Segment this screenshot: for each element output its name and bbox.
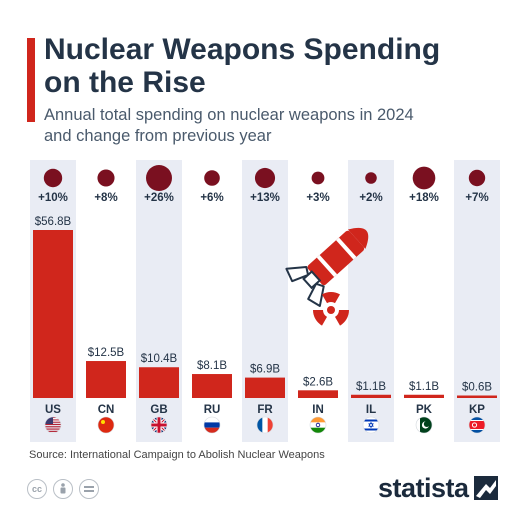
change-label-us: +10% [38, 192, 68, 204]
flag-gb-icon [150, 416, 168, 434]
bar-ru [192, 374, 232, 398]
bar-pk [404, 394, 444, 398]
category-label-kp: KP [469, 404, 485, 416]
title-line-2: on the Rise [44, 66, 206, 99]
change-bubble-gb [146, 165, 172, 191]
change-label-il: +2% [359, 192, 382, 204]
value-label-fr: $6.9B [250, 364, 280, 376]
change-bubble-pk [412, 166, 436, 190]
source-note: Source: International Campaign to Abolis… [29, 449, 325, 461]
change-label-fr: +13% [250, 192, 280, 204]
page-title: Nuclear Weapons Spending on the Rise [44, 33, 504, 99]
bar-gb [139, 367, 179, 398]
bar-in [298, 390, 338, 398]
missile-decoration [285, 227, 369, 326]
value-label-il: $1.1B [356, 381, 386, 393]
value-label-in: $2.6B [303, 376, 333, 388]
value-label-cn: $12.5B [88, 347, 125, 359]
change-bubble-il [365, 172, 377, 184]
value-label-gb: $10.4B [141, 353, 178, 365]
page-subtitle: Annual total spending on nuclear weapons… [44, 105, 504, 147]
category-label-us: US [45, 404, 61, 416]
bar-kp [457, 395, 497, 398]
change-bubble-in [311, 171, 325, 185]
bar-us [33, 230, 73, 398]
title-accent-bar [27, 38, 35, 122]
flag-in-icon [309, 416, 327, 434]
title-line-1: Nuclear Weapons Spending [44, 33, 441, 66]
license-icons: cc [27, 479, 99, 499]
category-label-il: IL [366, 404, 376, 416]
flag-il-icon [362, 416, 380, 434]
flag-kp-icon [468, 416, 486, 434]
change-label-cn: +8% [94, 192, 117, 204]
value-label-kp: $0.6B [462, 382, 492, 394]
change-bubble-us [43, 168, 63, 188]
change-bubble-cn [97, 169, 115, 187]
statista-logo[interactable]: statista [378, 473, 498, 503]
category-label-in: IN [312, 404, 324, 416]
value-label-ru: $8.1B [197, 360, 227, 372]
bar-cn [86, 361, 126, 398]
statista-mark-icon [473, 476, 498, 500]
by-icon[interactable] [53, 479, 73, 499]
change-bubble-kp [468, 169, 486, 187]
subtitle-line-1: Annual total spending on nuclear weapons… [44, 106, 414, 124]
cc-icon[interactable]: cc [27, 479, 47, 499]
flag-us-icon [44, 416, 62, 434]
change-label-ru: +6% [200, 192, 223, 204]
change-label-in: +3% [306, 192, 329, 204]
category-label-ru: RU [204, 404, 221, 416]
category-label-fr: FR [257, 404, 273, 416]
category-label-gb: GB [150, 404, 167, 416]
brand-name: statista [378, 473, 469, 503]
missile-icon [285, 227, 369, 307]
flag-cn-icon [97, 416, 115, 434]
value-label-pk: $1.1B [409, 381, 439, 393]
flag-pk-icon [415, 416, 433, 434]
value-label-us: $56.8B [35, 216, 72, 228]
category-label-pk: PK [416, 404, 433, 416]
category-label-cn: CN [98, 404, 115, 416]
bar-il [351, 394, 391, 398]
change-bubble-ru [204, 170, 220, 186]
bar-fr [245, 377, 285, 398]
flag-fr-icon [256, 416, 274, 434]
change-label-kp: +7% [465, 192, 488, 204]
change-label-gb: +26% [144, 192, 174, 204]
radiation-icon [313, 291, 349, 326]
change-bubble-fr [254, 167, 276, 189]
flag-ru-icon [203, 416, 221, 434]
subtitle-line-2: and change from previous year [44, 127, 272, 145]
nd-icon[interactable] [79, 479, 99, 499]
change-label-pk: +18% [409, 192, 439, 204]
column-bg-kp [454, 160, 500, 442]
